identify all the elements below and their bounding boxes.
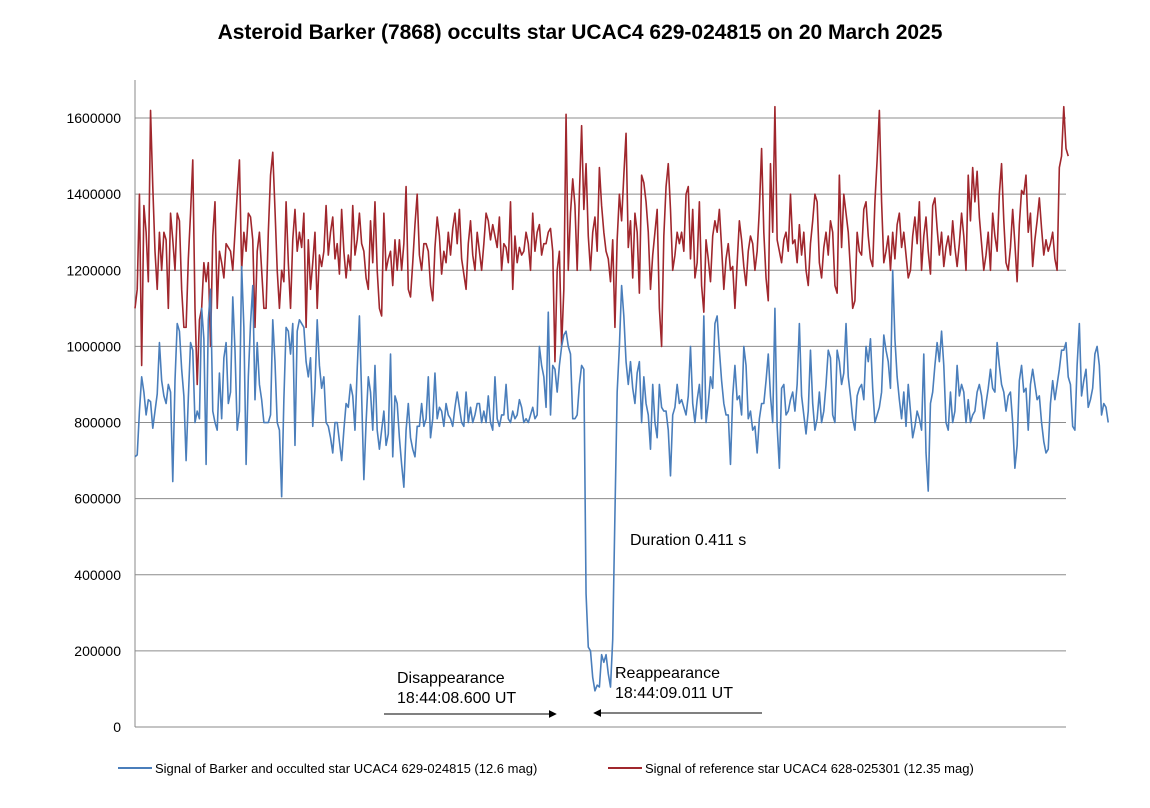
y-tick-label: 1000000 <box>66 338 121 354</box>
disappearance-time: 18:44:08.600 UT <box>397 690 516 707</box>
series-line-barker <box>134 265 1110 692</box>
reappearance-label: Reappearance <box>615 665 720 682</box>
legend-label-barker: Signal of Barker and occulted star UCAC4… <box>155 761 537 776</box>
y-tick-label: 1400000 <box>66 186 121 202</box>
y-tick-label: 1600000 <box>66 110 121 126</box>
y-tick-label: 800000 <box>74 415 121 431</box>
duration-annotation: Duration 0.411 s <box>630 532 746 549</box>
legend: Signal of Barker and occulted star UCAC4… <box>118 761 974 776</box>
y-tick-label: 400000 <box>74 567 121 583</box>
y-tick-label: 200000 <box>74 643 121 659</box>
reappearance-time: 18:44:09.011 UT <box>615 685 733 702</box>
series-line-reference <box>134 105 1069 386</box>
series-lines <box>134 105 1110 692</box>
y-axis-ticks: 0 200000 400000 600000 800000 1000000 1200000 1… <box>66 110 121 735</box>
y-tick-label: 1200000 <box>66 262 121 278</box>
y-tick-label: 0 <box>113 719 121 735</box>
chart-title: Asteroid Barker (7868) occults star UCAC… <box>218 21 943 44</box>
legend-label-reference: Signal of reference star UCAC4 628-02530… <box>645 761 974 776</box>
y-tick-label: 600000 <box>74 491 121 507</box>
disappearance-label: Disappearance <box>397 670 505 687</box>
